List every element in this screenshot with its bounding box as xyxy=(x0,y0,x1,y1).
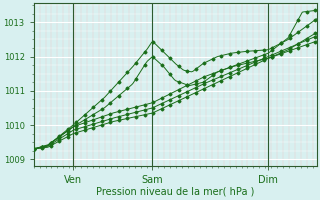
X-axis label: Pression niveau de la mer( hPa ): Pression niveau de la mer( hPa ) xyxy=(96,187,254,197)
